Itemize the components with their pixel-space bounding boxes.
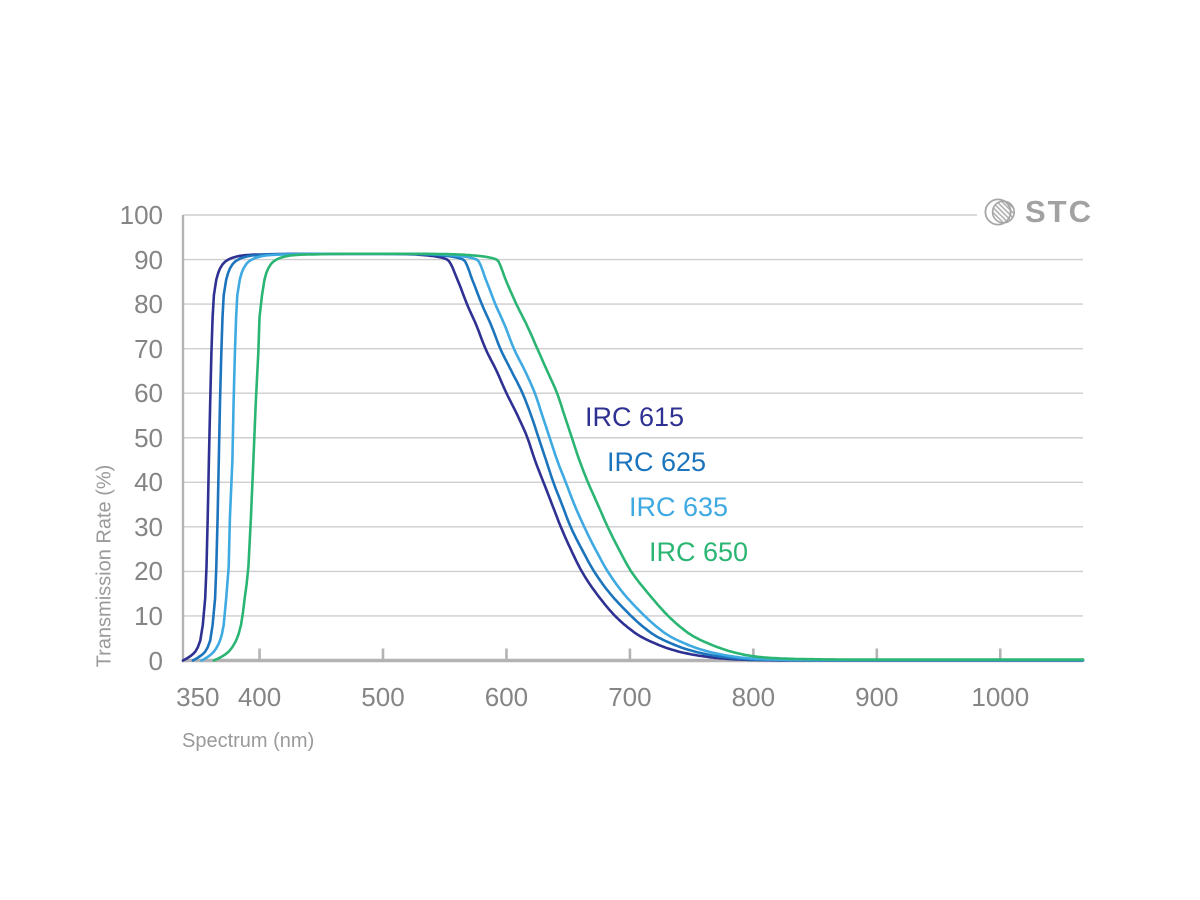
y-tick-label-10: 10 bbox=[134, 600, 163, 631]
x-axis-title: Spectrum (nm) bbox=[182, 730, 315, 752]
stc-lens-icon bbox=[984, 198, 1015, 226]
y-tick-label-80: 80 bbox=[134, 289, 163, 320]
stc-logo-text: STC bbox=[1025, 194, 1093, 229]
x-tick-label-400: 400 bbox=[237, 682, 282, 712]
stc-logo: STC bbox=[984, 194, 1093, 230]
curve-irc-650 bbox=[212, 252, 1085, 662]
y-tick-label-30: 30 bbox=[134, 511, 163, 542]
x-tick-label-600: 600 bbox=[484, 682, 529, 712]
x-tick-label-500: 500 bbox=[361, 682, 405, 712]
y-tick-label-0: 0 bbox=[148, 645, 163, 676]
y-tick-label-20: 20 bbox=[134, 556, 163, 587]
y-tick-label-70: 70 bbox=[134, 333, 163, 364]
legend-irc-635: IRC 635 bbox=[629, 492, 729, 522]
legend-irc-615: IRC 615 bbox=[585, 402, 685, 432]
y-tick-label-40: 40 bbox=[134, 467, 163, 498]
y-tick-label-60: 60 bbox=[134, 378, 163, 409]
x-tick-label-800: 800 bbox=[731, 682, 776, 712]
legend-irc-650: IRC 650 bbox=[649, 537, 749, 567]
x-tick-label-900: 900 bbox=[855, 682, 899, 712]
x-tick-label-700: 700 bbox=[608, 682, 652, 712]
y-tick-label-50: 50 bbox=[134, 422, 163, 453]
legend-irc-625: IRC 625 bbox=[607, 447, 707, 477]
y-tick-label-90: 90 bbox=[134, 244, 163, 275]
x-tick-label-1000: 1000 bbox=[971, 682, 1030, 712]
x-tick-label-350: 350 bbox=[176, 682, 220, 712]
y-tick-label-100: 100 bbox=[119, 200, 163, 230]
